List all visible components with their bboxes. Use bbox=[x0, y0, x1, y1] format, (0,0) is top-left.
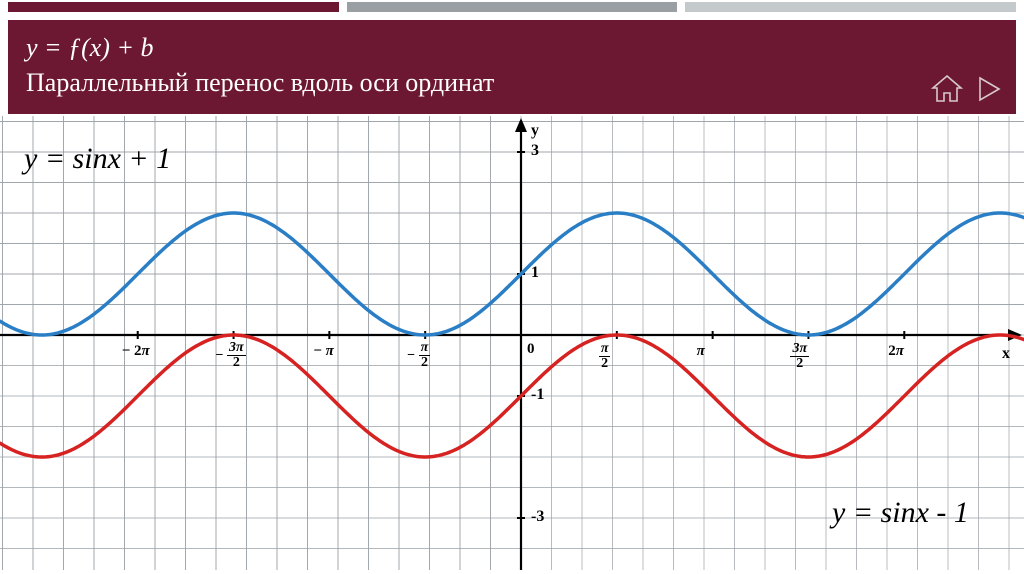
axis-tick-label: y bbox=[531, 122, 539, 140]
axis-tick-label: π bbox=[697, 343, 705, 360]
accent-bar-2 bbox=[347, 2, 678, 12]
axis-tick-label: 0 bbox=[527, 341, 535, 358]
axis-tick-label: 3 bbox=[531, 142, 539, 160]
axis-tick-label: x bbox=[1002, 345, 1010, 363]
axis-tick-label: -1 bbox=[531, 386, 544, 404]
axis-tick-label: 2π bbox=[888, 343, 904, 360]
axis-tick-label: − 2π bbox=[122, 343, 150, 360]
title-equation: y = ƒ(x) + b bbox=[26, 30, 998, 65]
title-description: Параллельный перенос вдоль оси ординат bbox=[26, 65, 998, 100]
axis-tick-label: 1 bbox=[531, 264, 539, 282]
axis-tick-label: − π bbox=[313, 343, 334, 360]
accent-bar-1 bbox=[8, 2, 339, 12]
axis-tick-label: − π2 bbox=[407, 341, 430, 370]
chart: − 2π − 3π2 − π − π2 0 π2 π 3π2 2π 3 1 -1 -3 x y y = sin… bbox=[0, 116, 1024, 570]
home-icon[interactable] bbox=[930, 74, 964, 104]
title-banner: y = ƒ(x) + b Параллельный перенос вдоль … bbox=[8, 20, 1016, 114]
play-icon[interactable] bbox=[974, 74, 1004, 104]
accent-bar-3 bbox=[685, 2, 1016, 12]
axis-tick-label: − 3π2 bbox=[216, 341, 246, 370]
series-label-sinx_minus_1: y = sinx - 1 bbox=[830, 496, 971, 530]
series-label-sinx_plus_1: y = sinx + 1 bbox=[22, 142, 173, 176]
axis-tick-label: 3π2 bbox=[790, 341, 809, 371]
top-accent-bars bbox=[0, 0, 1024, 14]
axis-tick-label: -3 bbox=[531, 508, 544, 526]
axis-tick-label: π2 bbox=[599, 341, 611, 371]
